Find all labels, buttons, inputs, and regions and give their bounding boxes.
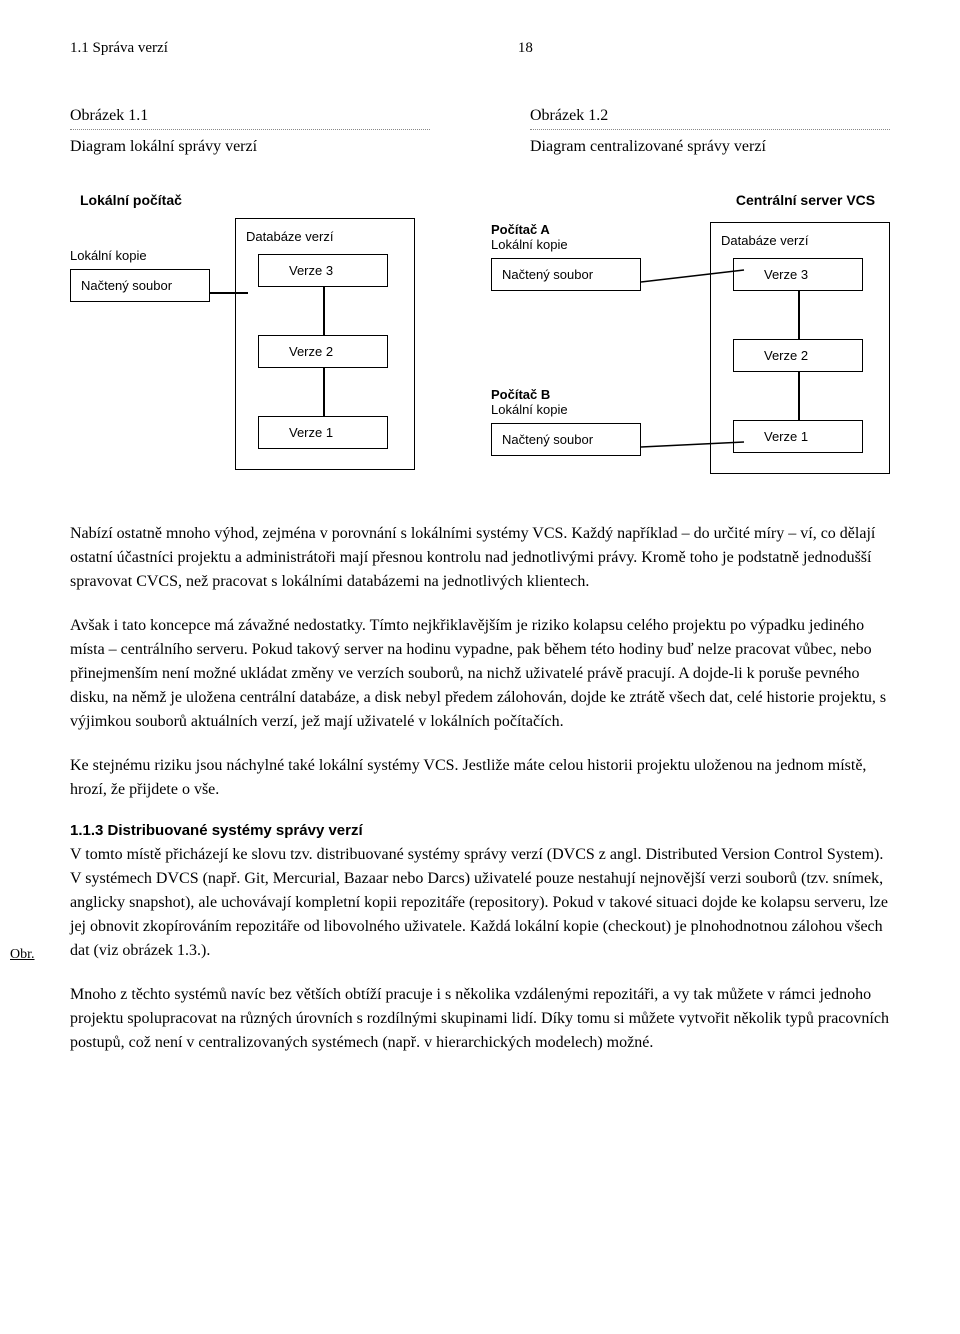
server-label: Centrální server VCS (721, 192, 890, 208)
page-number: 18 (518, 40, 533, 57)
central-version-3: Verze 3 (733, 258, 863, 291)
computer-b-title: Počítač B (491, 387, 641, 402)
computer-b-localcopy: Lokální kopie (491, 402, 641, 417)
local-computer-label: Lokální počítač (80, 192, 431, 208)
margin-note-obr: Obr. (10, 947, 35, 963)
paragraph-2: Avšak i tato koncepce má závažné nedosta… (70, 614, 890, 734)
page-header: 1.1 Správa verzí 18 (70, 40, 890, 57)
header-section: 1.1 Správa verzí (70, 40, 168, 57)
central-db-column: Databáze verzí Verze 3 Verze 2 Verze 1 (710, 222, 890, 474)
figure1-title: Obrázek 1.1 (70, 107, 430, 125)
h-connector (210, 292, 248, 294)
computer-b-block: Počítač B Lokální kopie Načtený soubor (491, 387, 641, 456)
figure1-caption: Diagram lokální správy verzí (70, 138, 430, 156)
central-version-1: Verze 1 (733, 420, 863, 453)
db-header: Databáze verzí (246, 229, 404, 244)
central-connector-v2 (798, 372, 800, 420)
figure2-caption: Diagram centralizované správy verzí (530, 138, 890, 156)
local-copy-label: Lokální kopie (70, 218, 210, 263)
loaded-file-box: Načtený soubor (70, 269, 210, 302)
paragraph-4: V tomto místě přicházejí ke slovu tzv. d… (70, 843, 890, 963)
figure1-divider (70, 129, 430, 130)
central-db-header: Databáze verzí (721, 233, 879, 248)
computer-a-file: Načtený soubor (491, 258, 641, 291)
connector-v1 (323, 287, 325, 335)
computer-a-title: Počítač A (491, 222, 641, 237)
section-heading: 1.1.3 Distribuované systémy správy verzí (70, 822, 890, 839)
computer-b-file: Načtený soubor (491, 423, 641, 456)
figure-title-row: Obrázek 1.1 Diagram lokální správy verzí… (70, 107, 890, 172)
diagram-centralized-vcs: Centrální server VCS Počítač A Lokální k… (491, 192, 890, 482)
paragraph-5: Mnoho z těchto systémů navíc bez větších… (70, 983, 890, 1055)
paragraph-3: Ke stejnému riziku jsou náchylné také lo… (70, 754, 890, 802)
diagram-local-vcs: Lokální počítač Lokální kopie Načtený so… (70, 192, 431, 482)
central-version-2: Verze 2 (733, 339, 863, 372)
version-box-2: Verze 2 (258, 335, 388, 368)
version-db-column: Databáze verzí Verze 3 Verze 2 Verze 1 (235, 218, 415, 470)
connector-v2 (323, 368, 325, 416)
diagrams-row: Lokální počítač Lokální kopie Načtený so… (70, 192, 890, 482)
version-box-1: Verze 1 (258, 416, 388, 449)
figure2-title: Obrázek 1.2 (530, 107, 890, 125)
paragraph-1: Nabízí ostatně mnoho výhod, zejména v po… (70, 522, 890, 594)
version-box-3: Verze 3 (258, 254, 388, 287)
central-connector-v1 (798, 291, 800, 339)
computer-a-block: Počítač A Lokální kopie Načtený soubor (491, 222, 641, 291)
computer-a-localcopy: Lokální kopie (491, 237, 641, 252)
figure2-divider (530, 129, 890, 130)
